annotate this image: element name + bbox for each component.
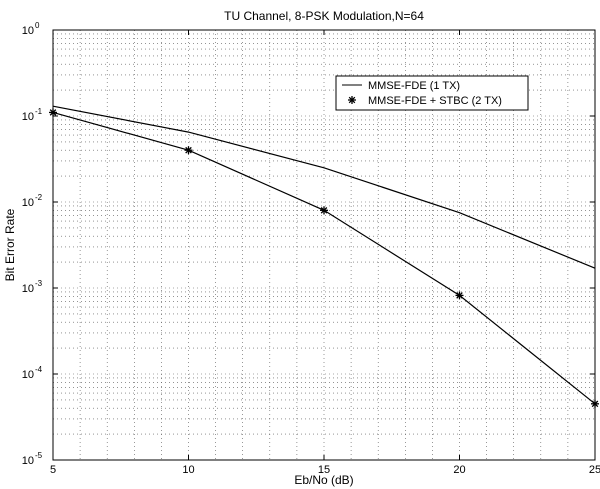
x-axis-label: Eb/No (dB) <box>294 473 353 487</box>
y-tick-exponent: -4 <box>35 365 43 374</box>
legend: MMSE-FDE (1 TX) MMSE-FDE + STBC (2 TX) <box>335 75 529 111</box>
x-tick-label: 20 <box>453 464 465 476</box>
data-point-star <box>184 146 193 155</box>
x-tick-label: 25 <box>589 464 600 476</box>
legend-box <box>335 75 529 111</box>
x-tick-label: 15 <box>318 464 330 476</box>
legend-star-marker <box>348 96 356 104</box>
y-tick-exponent: -1 <box>35 107 43 116</box>
legend-entry-2tx: MMSE-FDE + STBC (2 TX) <box>368 95 502 107</box>
y-tick-label: 10 <box>22 111 34 123</box>
data-point-star <box>455 291 464 300</box>
chart-title: TU Channel, 8-PSK Modulation,N=64 <box>224 9 424 23</box>
data-point-star <box>320 206 328 215</box>
y-axis-label: Bit Error Rate <box>3 208 17 281</box>
y-tick-label: 10 <box>22 197 34 209</box>
x-tick-label: 10 <box>182 464 194 476</box>
y-tick-label: 10 <box>22 455 34 467</box>
series-line-1tx <box>52 105 596 269</box>
y-tick-exponent: -5 <box>35 451 43 460</box>
y-tick-label: 10 <box>22 283 34 295</box>
y-tick-exponent: -2 <box>35 193 43 202</box>
y-tick-label: 10 <box>22 25 34 37</box>
data-point-star <box>591 399 599 408</box>
x-tick-label: 5 <box>50 464 56 476</box>
legend-star-glyph <box>348 96 356 104</box>
data-point-star <box>49 108 57 117</box>
y-tick-exponent: -3 <box>35 279 43 288</box>
series-group <box>49 105 599 408</box>
y-tick-label: 10 <box>22 369 34 381</box>
y-tick-exponent: 0 <box>35 21 40 30</box>
legend-entry-1tx: MMSE-FDE (1 TX) <box>368 80 460 92</box>
